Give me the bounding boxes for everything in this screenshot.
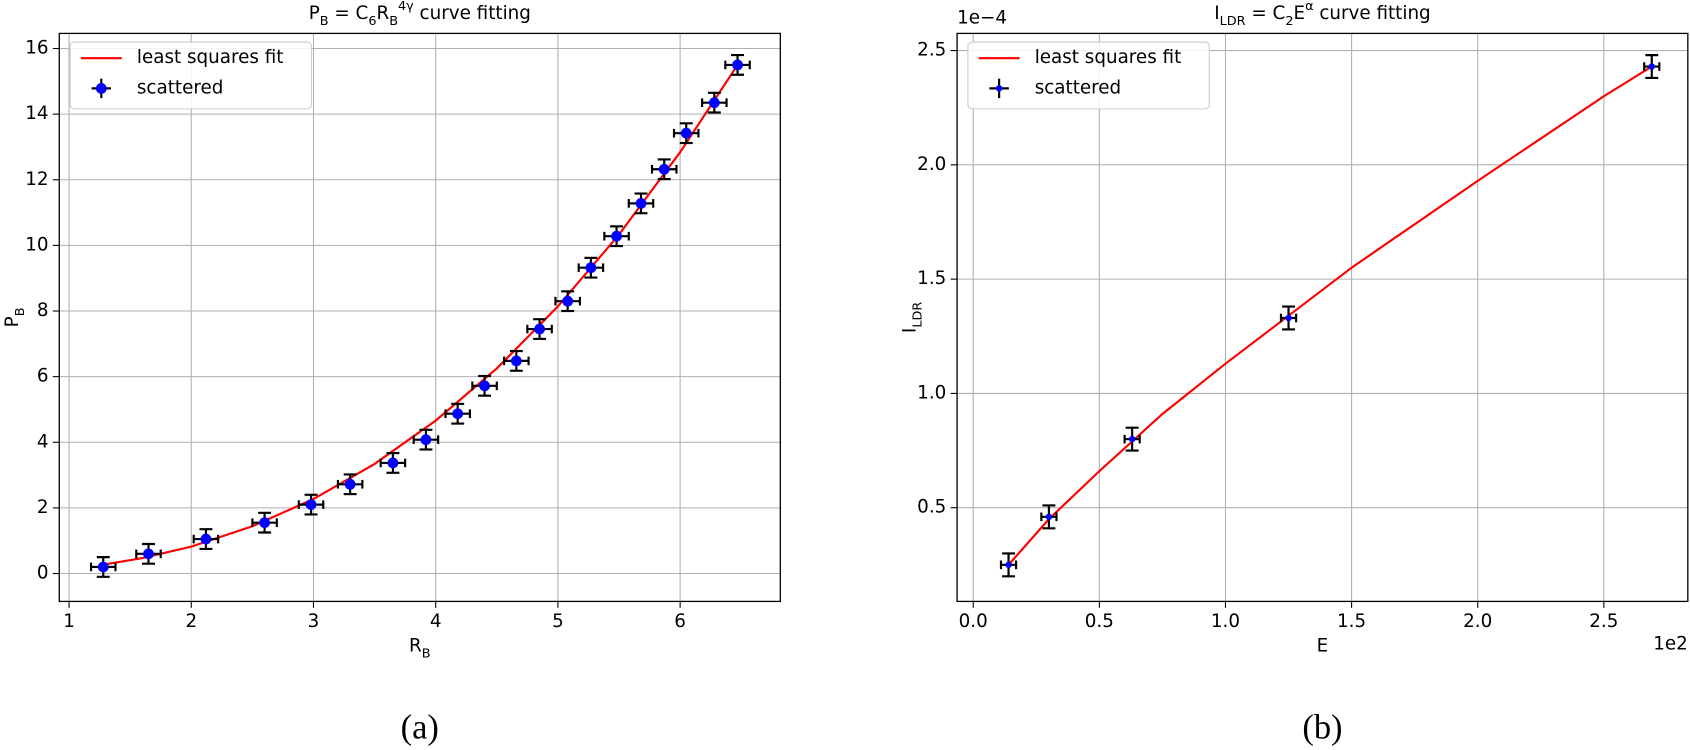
legend-box	[967, 41, 1210, 110]
data-point	[708, 97, 720, 109]
y-tick-label: 2.5	[917, 40, 946, 61]
data-point	[259, 517, 270, 529]
y-axis-label: ILDR	[900, 302, 926, 333]
y-tick-label: 1.5	[917, 268, 946, 289]
x-offset-label: 1e2	[1653, 634, 1688, 655]
data-point	[1285, 314, 1292, 322]
data-point	[200, 533, 212, 545]
data-point	[452, 408, 464, 420]
legend-label: least squares fit	[137, 47, 284, 68]
x-tick-label: 1.0	[1211, 611, 1240, 632]
fit-line	[1007, 65, 1653, 566]
data-point	[305, 499, 317, 511]
y-tick-label: 16	[25, 38, 48, 59]
y-tick-label: 0.5	[917, 497, 946, 518]
data-point	[611, 230, 622, 242]
error-bar	[577, 256, 605, 279]
y-tick-label: 8	[37, 300, 49, 321]
legend-label: least squares fit	[1035, 47, 1182, 68]
data-point	[97, 561, 109, 573]
x-tick-label: 3	[308, 611, 320, 632]
data-point	[1128, 435, 1136, 443]
x-tick-label: 4	[430, 611, 442, 632]
x-tick-label: 5	[552, 611, 564, 632]
data-point	[680, 127, 692, 139]
y-axis-label: PB	[2, 307, 28, 327]
axes-frame	[58, 32, 781, 603]
data-point	[510, 355, 522, 367]
y-offset-label: 1e−4	[957, 7, 1007, 28]
y-tick-label: 12	[25, 169, 48, 190]
data-point	[143, 548, 154, 560]
data-point	[344, 478, 356, 490]
y-tick-label: 10	[25, 234, 48, 255]
x-tick-label: 1.5	[1337, 611, 1366, 632]
x-tick-label: 2.0	[1463, 611, 1492, 632]
x-axis-label: RB	[409, 636, 431, 662]
x-axis-label: E	[1317, 636, 1329, 657]
axes-frame	[956, 32, 1689, 603]
data-point	[585, 262, 597, 274]
data-point	[732, 59, 743, 71]
y-tick-label: 2.0	[917, 154, 946, 175]
data-point	[420, 434, 432, 446]
chart-title: ILDR = C2Eα curve fitting	[1214, 0, 1430, 29]
x-tick-label: 2	[185, 611, 197, 632]
x-tick-label: 0.5	[1085, 611, 1114, 632]
data-point	[1005, 561, 1012, 569]
y-tick-label: 1.0	[917, 382, 946, 403]
plot-area	[957, 33, 1688, 602]
data-point	[387, 457, 399, 469]
legend-marker	[95, 82, 107, 94]
chart-title: PB = C6RB4γ curve fitting	[309, 0, 531, 29]
y-tick-label: 4	[37, 431, 49, 452]
x-tick-label: 1	[63, 611, 75, 632]
data-point	[479, 380, 490, 392]
data-point	[1045, 513, 1053, 521]
y-tick-label: 6	[37, 366, 49, 387]
legend-label: scattered	[1035, 77, 1121, 98]
plot-layer	[89, 53, 751, 578]
y-tick-label: 2	[37, 497, 49, 518]
legend-label: scattered	[137, 77, 223, 98]
data-point	[1648, 63, 1655, 70]
plot-area	[59, 33, 781, 602]
plot-layer	[999, 54, 1661, 578]
x-tick-label: 2.5	[1589, 611, 1618, 632]
x-tick-label: 6	[674, 611, 686, 632]
fit-line	[103, 64, 739, 566]
data-point	[658, 163, 670, 175]
caption: (b)	[1302, 709, 1342, 747]
y-tick-label: 0	[37, 563, 49, 584]
data-point	[534, 323, 545, 335]
x-tick-label: 0.0	[959, 611, 988, 632]
error-bar	[701, 91, 728, 114]
legend-box	[69, 41, 313, 110]
error-bar	[1123, 426, 1141, 452]
y-tick-label: 14	[25, 103, 48, 124]
data-point	[635, 197, 647, 209]
data-point	[562, 295, 574, 307]
legend-marker	[995, 85, 1003, 92]
caption: (a)	[401, 709, 439, 747]
